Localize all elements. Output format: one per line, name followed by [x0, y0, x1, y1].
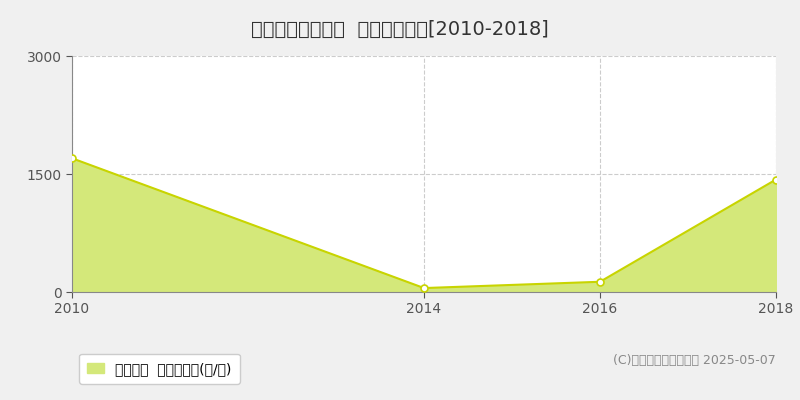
Point [594, 278, 606, 285]
Legend: 林地価格  平均坪単価(円/坪): 林地価格 平均坪単価(円/坪) [79, 354, 240, 384]
Point [770, 176, 782, 183]
Point [418, 285, 430, 291]
Text: (C)土地価格ドットコム 2025-05-07: (C)土地価格ドットコム 2025-05-07 [614, 354, 776, 366]
Text: 中川郡幕別町日新  林地価格推移[2010-2018]: 中川郡幕別町日新 林地価格推移[2010-2018] [251, 20, 549, 39]
Point [66, 155, 78, 162]
